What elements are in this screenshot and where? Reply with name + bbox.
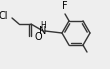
Text: O: O [34,32,42,42]
Text: Cl: Cl [0,11,8,21]
Text: F: F [62,1,68,11]
Text: N: N [39,26,47,36]
Text: H: H [40,21,46,30]
